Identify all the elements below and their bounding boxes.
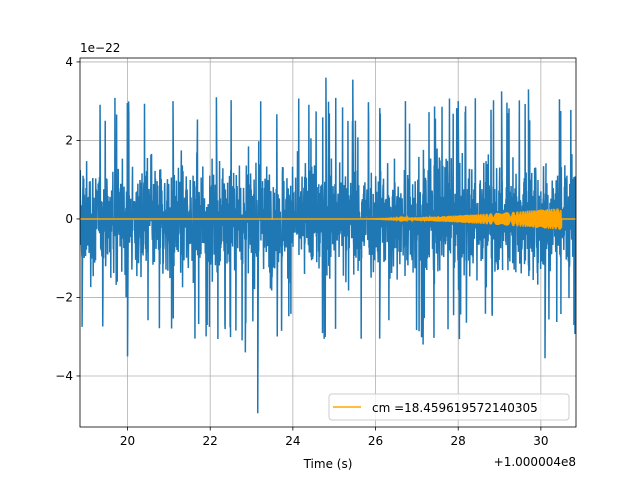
legend: cm =18.459619572140305 (328, 393, 570, 421)
series-template-line (80, 208, 576, 230)
plot-frame (79, 57, 577, 428)
x-tick-label: 22 (203, 434, 218, 448)
x-offset-label: +1.000004e8 (494, 455, 576, 469)
y-scale-label: 1e−22 (80, 41, 120, 55)
y-axis: −4 −2 0 2 4 (55, 55, 80, 383)
x-tick-label: 24 (285, 434, 300, 448)
x-tick-label: 28 (451, 434, 466, 448)
y-tick-label: 2 (65, 133, 73, 147)
y-tick-label: 4 (65, 55, 73, 69)
x-tick-label: 26 (368, 434, 383, 448)
series-strain-line (80, 77, 576, 414)
x-axis-label: Time (s) (303, 457, 353, 471)
x-axis: 20 22 24 26 28 30 (120, 427, 549, 448)
y-tick-label: −2 (55, 290, 73, 304)
plot-area (80, 77, 576, 414)
legend-box (328, 393, 570, 421)
y-tick-label: −4 (55, 369, 73, 383)
y-tick-label: 0 (65, 212, 73, 226)
x-tick-label: 20 (120, 434, 135, 448)
legend-entry-template: cm =18.459619572140305 (372, 401, 538, 415)
x-tick-label: 30 (533, 434, 548, 448)
